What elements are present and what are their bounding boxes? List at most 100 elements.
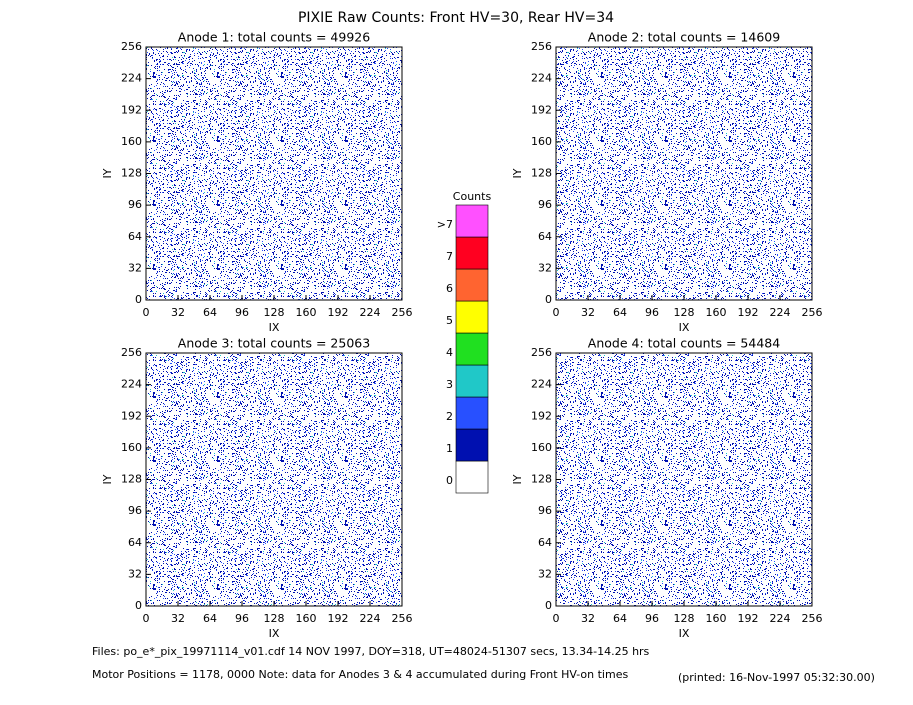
y-tick-label: 32 [128, 567, 142, 580]
y-tick-label: 192 [121, 409, 142, 422]
colorbar-label: 0 [446, 474, 453, 487]
colorbar-swatch [455, 268, 489, 302]
x-tick-label: 32 [171, 306, 185, 319]
y-tick-label: 32 [538, 567, 552, 580]
x-tick-label: 160 [296, 612, 317, 625]
y-tick-label: 0 [545, 293, 552, 306]
y-tick-label: 256 [121, 40, 142, 53]
y-tick-label: 160 [531, 441, 552, 454]
x-tick-label: 192 [328, 612, 349, 625]
colorbar-swatch [455, 300, 489, 334]
y-tick-label: 160 [121, 135, 142, 148]
y-tick-label: 96 [128, 198, 142, 211]
y-axis-label: IY [101, 474, 114, 484]
y-tick-label: 128 [121, 167, 142, 180]
x-tick-label: 256 [392, 306, 413, 319]
y-tick-label: 96 [538, 198, 552, 211]
x-tick-label: 160 [296, 306, 317, 319]
x-tick-label: 0 [143, 612, 150, 625]
x-tick-label: 64 [203, 306, 217, 319]
x-tick-label: 224 [360, 612, 381, 625]
y-tick-label: 256 [121, 346, 142, 359]
colorbar-swatch [455, 204, 489, 238]
panel-title: Anode 4: total counts = 54484 [588, 336, 780, 351]
y-tick-label: 224 [121, 72, 142, 85]
x-tick-label: 160 [706, 612, 727, 625]
x-tick-label: 96 [235, 306, 249, 319]
colorbar-swatch [455, 396, 489, 430]
y-tick-label: 224 [121, 378, 142, 391]
x-tick-label: 128 [264, 306, 285, 319]
y-tick-label: 224 [531, 378, 552, 391]
y-tick-label: 32 [538, 261, 552, 274]
y-tick-label: 64 [128, 536, 142, 549]
x-tick-label: 64 [613, 306, 627, 319]
colorbar-label: 2 [446, 410, 453, 423]
y-tick-label: 224 [531, 72, 552, 85]
colorbar-swatch [455, 236, 489, 270]
y-tick-label: 160 [531, 135, 552, 148]
heatmap-image [556, 353, 812, 606]
colorbar-title: Counts [453, 190, 492, 203]
panel-title: Anode 3: total counts = 25063 [178, 336, 370, 351]
colorbar-label: 5 [446, 314, 453, 327]
colorbar-label: 3 [446, 378, 453, 391]
x-tick-label: 64 [203, 612, 217, 625]
panel-title: Anode 1: total counts = 49926 [178, 30, 370, 45]
y-tick-label: 96 [538, 504, 552, 517]
x-tick-label: 128 [264, 612, 285, 625]
y-tick-label: 0 [135, 293, 142, 306]
x-tick-label: 32 [171, 612, 185, 625]
x-tick-label: 192 [738, 306, 759, 319]
y-tick-label: 64 [538, 230, 552, 243]
x-tick-label: 256 [802, 612, 823, 625]
footer-files: Files: po_e*_pix_19971114_v01.cdf 14 NOV… [92, 645, 650, 658]
y-tick-label: 128 [121, 473, 142, 486]
y-tick-label: 192 [121, 103, 142, 116]
x-tick-label: 0 [553, 306, 560, 319]
y-axis-label: IY [511, 474, 524, 484]
colorbar-swatch [455, 428, 489, 462]
footer-printed: (printed: 16-Nov-1997 05:32:30.00) [678, 671, 875, 684]
y-axis-label: IY [511, 168, 524, 178]
colorbar-label: 4 [446, 346, 453, 359]
heatmap-image [556, 47, 812, 300]
x-tick-label: 224 [770, 612, 791, 625]
y-tick-label: 256 [531, 40, 552, 53]
x-tick-label: 0 [553, 612, 560, 625]
panel-title: Anode 2: total counts = 14609 [588, 30, 780, 45]
x-axis-label: IX [269, 321, 280, 334]
x-tick-label: 160 [706, 306, 727, 319]
x-tick-label: 192 [328, 306, 349, 319]
y-tick-label: 192 [531, 103, 552, 116]
heatmap-image [146, 353, 402, 606]
colorbar-label: 6 [446, 282, 453, 295]
colorbar-label: 7 [446, 250, 453, 263]
x-tick-label: 0 [143, 306, 150, 319]
y-tick-label: 128 [531, 167, 552, 180]
x-tick-label: 224 [360, 306, 381, 319]
x-tick-label: 32 [581, 612, 595, 625]
figure-title: PIXIE Raw Counts: Front HV=30, Rear HV=3… [298, 10, 614, 26]
colorbar-label: >7 [437, 218, 453, 231]
y-tick-label: 0 [545, 599, 552, 612]
x-tick-label: 96 [645, 306, 659, 319]
x-tick-label: 256 [392, 612, 413, 625]
x-tick-label: 32 [581, 306, 595, 319]
y-tick-label: 64 [128, 230, 142, 243]
y-tick-label: 0 [135, 599, 142, 612]
colorbar-label: 1 [446, 442, 453, 455]
x-axis-label: IX [679, 627, 690, 640]
x-tick-label: 96 [645, 612, 659, 625]
x-tick-label: 96 [235, 612, 249, 625]
x-axis-label: IX [679, 321, 690, 334]
x-tick-label: 192 [738, 612, 759, 625]
y-tick-label: 192 [531, 409, 552, 422]
y-tick-label: 256 [531, 346, 552, 359]
y-tick-label: 64 [538, 536, 552, 549]
x-tick-label: 256 [802, 306, 823, 319]
colorbar-swatch [455, 332, 489, 366]
footer-motor: Motor Positions = 1178, 0000 Note: data … [92, 668, 628, 681]
